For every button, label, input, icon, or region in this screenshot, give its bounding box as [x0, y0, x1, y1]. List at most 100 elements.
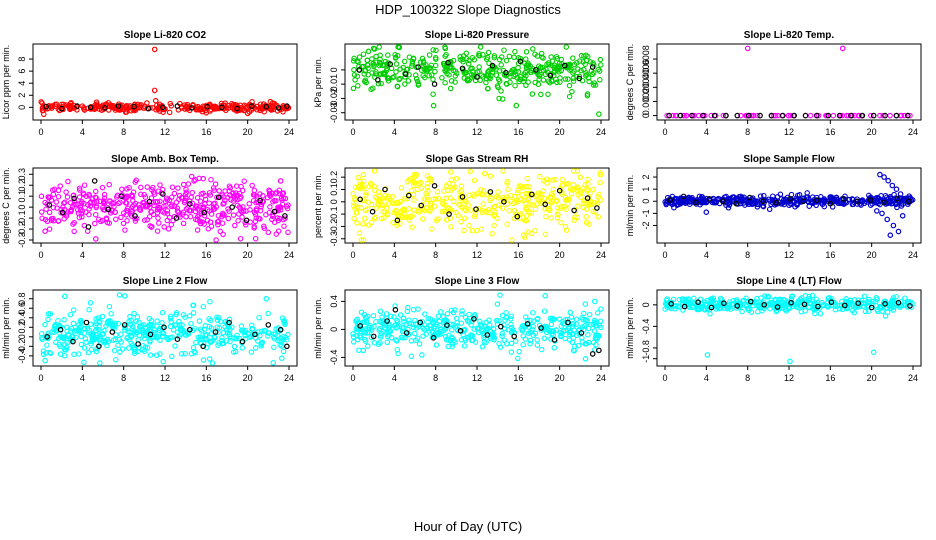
data-point [720, 198, 726, 205]
data-point [270, 360, 276, 366]
data-point [74, 103, 81, 109]
data-point [379, 195, 386, 202]
x-tick-label: 8 [745, 373, 750, 383]
data-point [57, 183, 64, 189]
data-point [55, 187, 62, 194]
data-point [597, 179, 603, 186]
data-point [123, 194, 130, 201]
data-point [772, 305, 778, 312]
data-point [249, 326, 256, 332]
x-tick-label: 8 [433, 127, 438, 137]
data-point [84, 325, 91, 332]
data-point [406, 217, 413, 223]
data-point [772, 296, 778, 303]
data-point [361, 319, 368, 326]
data-point [554, 215, 561, 221]
data-point [450, 185, 456, 192]
data-point [875, 308, 881, 315]
data-point [398, 208, 405, 214]
data-point [375, 198, 382, 204]
data-point [181, 102, 188, 108]
data-point [515, 355, 521, 362]
data-point [122, 327, 128, 333]
data-point [58, 105, 65, 112]
data-point [662, 306, 668, 312]
data-point [508, 68, 515, 75]
data-point [208, 223, 215, 230]
x-tick-label: 24 [284, 373, 294, 383]
data-point [582, 316, 589, 323]
data-point [282, 334, 289, 341]
data-point [93, 236, 99, 242]
x-tick-label: 16 [513, 127, 523, 137]
data-point [814, 112, 820, 119]
data-point [868, 112, 874, 119]
data-point [232, 348, 239, 355]
y-tick-label: -0.4 [329, 350, 339, 366]
data-point [485, 68, 492, 75]
x-tick-label: 8 [745, 127, 750, 137]
data-point [67, 311, 74, 318]
data-point [105, 338, 112, 345]
data-point [129, 192, 135, 198]
y-tick-label: -2 [641, 221, 651, 229]
data-point [796, 192, 803, 198]
data-point [493, 317, 500, 324]
data-point [61, 352, 68, 359]
data-point [138, 184, 144, 191]
x-tick-label: 4 [392, 373, 397, 383]
data-point [483, 319, 489, 326]
data-point [537, 71, 543, 78]
data-point [524, 206, 530, 213]
data-point [154, 210, 161, 216]
data-point [167, 334, 173, 341]
data-point [160, 104, 166, 111]
data-point [169, 353, 175, 360]
data-point [893, 186, 900, 193]
data-point [748, 200, 755, 207]
data-point [499, 333, 505, 339]
data-point [271, 208, 278, 215]
data-point [877, 112, 883, 119]
data-point [528, 191, 535, 198]
data-point [65, 178, 71, 185]
data-point [427, 200, 434, 207]
data-point [664, 112, 670, 119]
y-tick-label: 0.2 [17, 321, 27, 334]
data-point [82, 336, 89, 342]
data-point [164, 210, 171, 217]
data-point [832, 196, 838, 203]
data-point [697, 201, 703, 208]
data-point [378, 201, 384, 208]
data-point [477, 321, 484, 327]
data-point [581, 310, 587, 317]
x-tick-label: 24 [284, 127, 294, 137]
data-point [707, 311, 713, 317]
data-point [499, 96, 506, 102]
data-point [159, 319, 165, 326]
y-tick-label: -0.2 [329, 219, 339, 235]
data-point [444, 187, 451, 194]
data-point [687, 301, 694, 307]
data-point [480, 201, 486, 207]
data-point [167, 313, 174, 320]
data-point [194, 217, 201, 223]
data-point [384, 339, 391, 346]
data-point [430, 76, 436, 83]
data-point [257, 197, 263, 204]
data-point [448, 78, 455, 84]
data-point [893, 293, 899, 300]
data-point [38, 99, 44, 105]
data-point [534, 342, 541, 348]
data-point [281, 223, 287, 229]
data-point [494, 301, 501, 307]
data-point [211, 187, 218, 193]
data-point [160, 358, 166, 365]
data-point [379, 314, 385, 320]
y-tick-label: 2 [17, 93, 27, 98]
data-point [466, 311, 472, 318]
data-point [412, 330, 418, 337]
data-point [717, 295, 724, 302]
data-point [282, 215, 288, 221]
data-point [118, 214, 124, 221]
